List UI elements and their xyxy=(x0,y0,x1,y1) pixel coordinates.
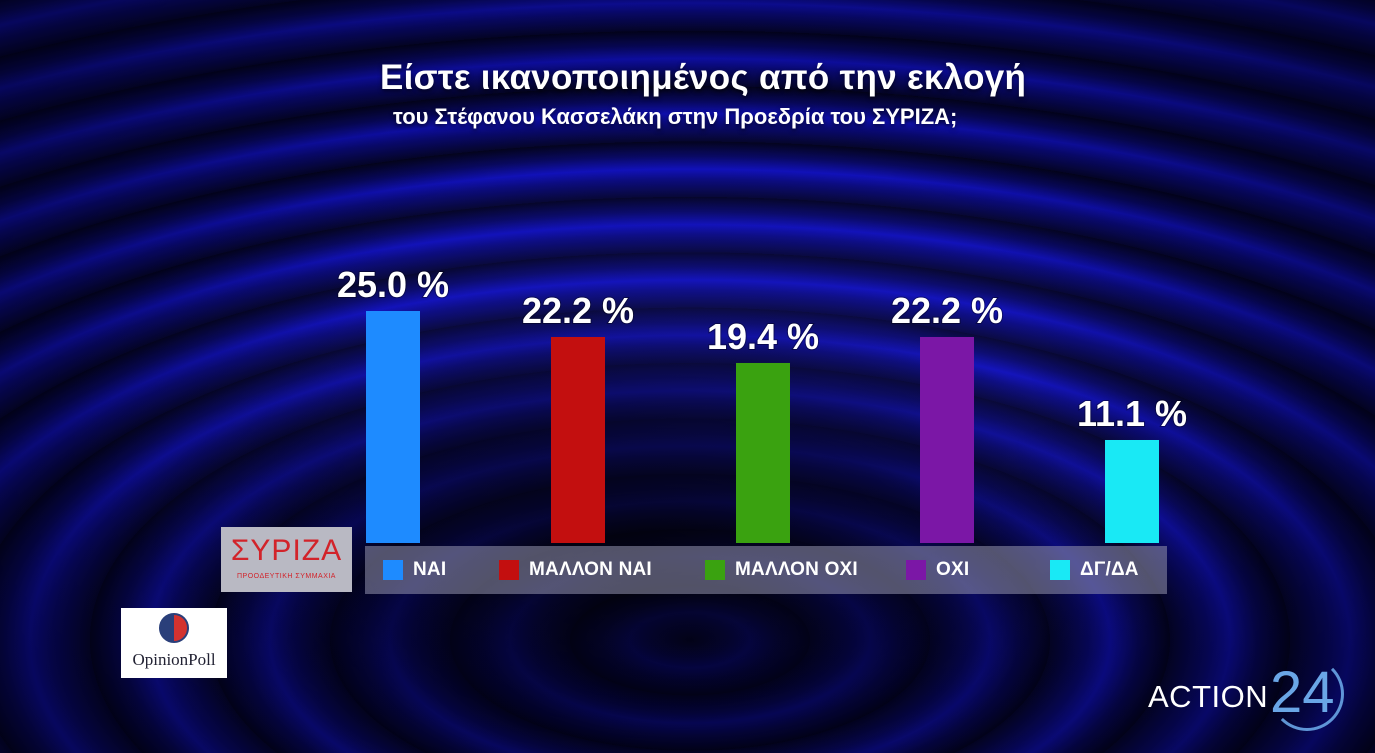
bar-value-label: 22.2 % xyxy=(891,290,1003,331)
legend-swatch xyxy=(1050,560,1070,580)
legend-item-dg-da: ΔΓ/ΔΑ xyxy=(1050,546,1139,594)
legend-swatch xyxy=(383,560,403,580)
opinionpoll-circle-icon xyxy=(159,613,189,643)
legend-label: ΔΓ/ΔΑ xyxy=(1080,559,1139,580)
legend-label: ΝΑΙ xyxy=(413,559,447,580)
bar-value-label: 19.4 % xyxy=(707,316,819,357)
action24-logo-word: ACTION xyxy=(1148,679,1269,714)
legend-item-oxi: ΟΧΙ xyxy=(906,546,969,594)
bar-1 xyxy=(551,336,605,543)
legend: ΝΑΙ ΜΑΛΛΟΝ ΝΑΙ ΜΑΛΛΟΝ ΟΧΙ ΟΧΙ ΔΓ/ΔΑ xyxy=(365,546,1167,594)
chart-subtitle: του Στέφανου Κασσελάκη στην Προεδρία του… xyxy=(393,104,958,129)
bar-3 xyxy=(920,336,974,543)
action24-logo: ACTION 24 xyxy=(1148,655,1358,735)
legend-swatch xyxy=(499,560,519,580)
bar-value-label: 25.0 % xyxy=(337,264,449,305)
action24-ring-icon xyxy=(1270,657,1344,731)
bar-0 xyxy=(366,311,420,543)
bar-value-label: 11.1 % xyxy=(1077,393,1187,434)
opinionpoll-logo: OpinionPoll xyxy=(121,608,227,678)
opinionpoll-logo-text: OpinionPoll xyxy=(132,650,216,669)
bar-4 xyxy=(1105,439,1159,543)
legend-label: ΟΧΙ xyxy=(936,559,970,580)
legend-label: ΜΑΛΛΟΝ ΟΧΙ xyxy=(735,559,858,580)
bar-2 xyxy=(736,362,790,543)
syriza-logo-tagline: ΠΡΟΟΔΕΥΤΙΚΗ ΣΥΜΜΑΧΙΑ xyxy=(237,573,336,580)
legend-swatch xyxy=(906,560,926,580)
legend-label: ΜΑΛΛΟΝ ΝΑΙ xyxy=(529,559,652,580)
chart-title: Είστε ικανοποιημένος από την εκλογή xyxy=(380,58,1027,97)
legend-item-mallon-oxi: ΜΑΛΛΟΝ ΟΧΙ xyxy=(705,546,858,594)
legend-item-mallon-nai: ΜΑΛΛΟΝ ΝΑΙ xyxy=(499,546,652,594)
action24-logo-number: 24 xyxy=(1270,660,1335,725)
bar-value-label: 22.2 % xyxy=(522,290,634,331)
syriza-logo: ΣΥΡΙΖΑ ΠΡΟΟΔΕΥΤΙΚΗ ΣΥΜΜΑΧΙΑ xyxy=(221,527,352,592)
syriza-logo-word: ΣΥΡΙΖΑ xyxy=(230,534,343,567)
legend-item-nai: ΝΑΙ xyxy=(383,546,446,594)
legend-swatch xyxy=(705,560,725,580)
